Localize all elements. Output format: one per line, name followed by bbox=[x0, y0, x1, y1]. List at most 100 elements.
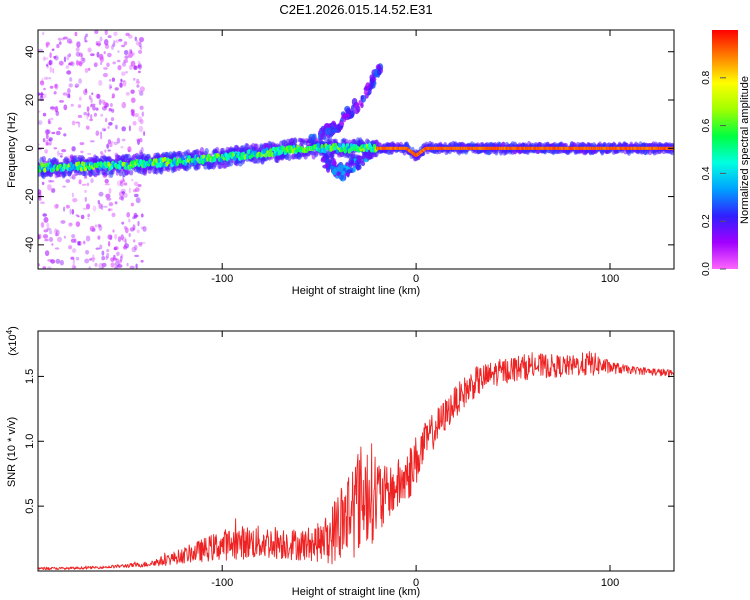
noise-blob bbox=[55, 258, 61, 264]
noise-blob bbox=[48, 139, 52, 145]
noise-blob bbox=[137, 116, 143, 123]
noise-blob bbox=[107, 35, 112, 39]
noise-blob bbox=[122, 62, 126, 67]
noise-blob bbox=[101, 266, 105, 269]
noise-blob bbox=[95, 130, 100, 136]
snr-y-tick-label: 1.0 bbox=[24, 434, 36, 449]
branch-blob bbox=[352, 165, 356, 172]
noise-blob bbox=[53, 55, 57, 59]
noise-blob bbox=[47, 179, 52, 183]
noise-blob bbox=[124, 227, 129, 234]
noise-blob bbox=[50, 106, 55, 110]
noise-blob bbox=[92, 260, 95, 263]
noise-blob bbox=[94, 30, 99, 34]
noise-blob bbox=[77, 104, 82, 108]
noise-blob bbox=[60, 220, 66, 224]
noise-blob bbox=[57, 150, 60, 157]
noise-blob bbox=[54, 204, 59, 209]
noise-blob bbox=[143, 131, 146, 136]
noise-blob bbox=[98, 79, 103, 86]
noise-blob bbox=[125, 71, 128, 74]
noise-blob bbox=[43, 229, 49, 233]
noise-blob bbox=[80, 214, 85, 220]
noise-blob bbox=[79, 142, 85, 146]
noise-blob bbox=[130, 202, 134, 207]
spectrogram-x-tick-label: 100 bbox=[601, 273, 619, 285]
spectrogram-y-tick-label: -40 bbox=[24, 237, 36, 253]
noise-blob bbox=[74, 238, 77, 243]
noise-blob bbox=[95, 41, 98, 46]
noise-blob bbox=[119, 82, 124, 88]
noise-blob bbox=[136, 229, 140, 234]
noise-blob bbox=[87, 213, 91, 218]
snr-frame bbox=[37, 330, 675, 572]
noise-blob bbox=[41, 181, 45, 185]
noise-blob bbox=[105, 193, 111, 199]
ridge-halo bbox=[203, 164, 208, 170]
noise-blob bbox=[132, 120, 137, 126]
noise-blob bbox=[100, 133, 103, 140]
noise-blob bbox=[49, 117, 54, 121]
noise-blob bbox=[80, 53, 84, 59]
noise-blob bbox=[86, 113, 89, 120]
ridge-core bbox=[180, 156, 185, 162]
noise-blob bbox=[99, 36, 103, 42]
noise-blob bbox=[133, 189, 137, 193]
ridge-halo bbox=[602, 142, 607, 148]
noise-blob bbox=[102, 72, 108, 78]
noise-blob bbox=[115, 39, 120, 43]
noise-blob bbox=[126, 262, 129, 267]
noise-blob bbox=[47, 266, 52, 269]
spectrogram-x-label: Height of straight line (km) bbox=[292, 285, 420, 297]
noise-blob bbox=[133, 244, 138, 251]
noise-blob bbox=[98, 98, 102, 106]
noise-blob bbox=[48, 137, 53, 142]
colorbar-tick-label: 0.8 bbox=[701, 70, 712, 84]
noise-blob bbox=[65, 179, 71, 183]
noise-blob bbox=[128, 125, 131, 132]
snr-x-tick-label: -100 bbox=[211, 577, 233, 589]
snr-y-label: SNR (10 * v/v) bbox=[6, 417, 18, 487]
noise-blob bbox=[97, 199, 101, 205]
noise-blob bbox=[116, 59, 121, 63]
noise-blob bbox=[48, 60, 52, 66]
noise-blob bbox=[120, 253, 124, 259]
noise-blob bbox=[95, 93, 100, 99]
noise-blob bbox=[122, 179, 125, 183]
noise-blob bbox=[70, 256, 75, 260]
noise-blob bbox=[44, 149, 48, 154]
noise-blob bbox=[62, 185, 66, 188]
noise-blob bbox=[82, 57, 86, 63]
noise-blob bbox=[72, 198, 78, 203]
branch-blob bbox=[341, 114, 346, 120]
noise-blob bbox=[69, 222, 73, 226]
noise-blob bbox=[131, 246, 137, 253]
noise-blob bbox=[121, 138, 126, 142]
noise-blob bbox=[139, 37, 144, 43]
noise-blob bbox=[71, 146, 76, 152]
noise-blob bbox=[106, 143, 110, 149]
branch-blob bbox=[339, 174, 344, 182]
noise-blob bbox=[84, 258, 90, 264]
ridge-core bbox=[269, 148, 273, 153]
spectrogram-x-tick-label: 0 bbox=[413, 273, 419, 285]
noise-blob bbox=[102, 205, 108, 208]
noise-blob bbox=[106, 197, 112, 201]
noise-blob bbox=[75, 221, 81, 228]
noise-blob bbox=[121, 236, 127, 243]
spectrogram-panel: -100 0 100 -40 -20 0 20 40 Height of straight l… bbox=[6, 29, 675, 297]
noise-blob bbox=[112, 42, 116, 47]
noise-blob bbox=[107, 241, 111, 247]
noise-blob bbox=[92, 254, 95, 260]
noise-blob bbox=[68, 245, 73, 250]
noise-blob bbox=[137, 60, 141, 65]
noise-blob bbox=[108, 208, 111, 212]
noise-blob bbox=[72, 258, 75, 265]
noise-blob bbox=[130, 89, 135, 94]
noise-blob bbox=[42, 112, 47, 117]
noise-blob bbox=[85, 33, 88, 38]
noise-blob bbox=[40, 222, 45, 228]
noise-blob bbox=[137, 220, 140, 227]
noise-blob bbox=[98, 203, 102, 209]
noise-blob bbox=[55, 233, 58, 237]
